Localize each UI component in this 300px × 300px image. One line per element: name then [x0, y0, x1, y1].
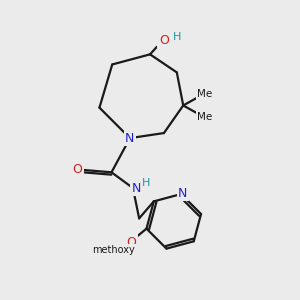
- Text: O: O: [159, 34, 169, 47]
- Text: H: H: [142, 178, 151, 188]
- Text: N: N: [125, 132, 135, 145]
- Text: H: H: [172, 32, 181, 41]
- Text: Me: Me: [197, 112, 212, 122]
- Text: methoxy: methoxy: [92, 245, 135, 255]
- Text: Me: Me: [197, 89, 212, 99]
- Text: O: O: [127, 236, 136, 248]
- Text: O: O: [72, 163, 82, 176]
- Text: N: N: [178, 187, 187, 200]
- Text: N: N: [131, 182, 141, 195]
